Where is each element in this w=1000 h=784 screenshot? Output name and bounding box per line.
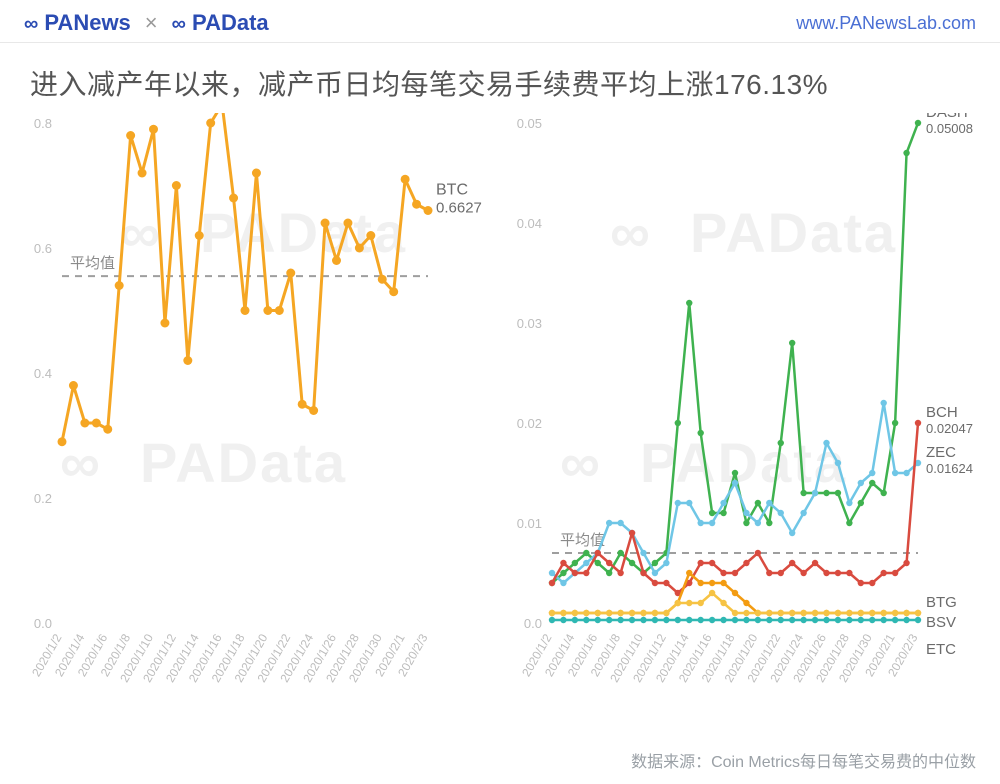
brand-separator: × [145, 10, 158, 36]
brand-panews: ∞ PANews [24, 10, 131, 36]
svg-text:BTC: BTC [436, 182, 468, 199]
svg-text:0.04: 0.04 [517, 216, 542, 231]
svg-text:0.0: 0.0 [34, 616, 52, 631]
brand-block: ∞ PANews × ∞ PAData [24, 10, 269, 36]
footer-source: 数据来源：Coin Metrics每日每笔交易费的中位数 [631, 748, 976, 772]
svg-text:0.01624: 0.01624 [926, 461, 973, 476]
svg-text:0.6: 0.6 [34, 241, 52, 256]
header: ∞ PANews × ∞ PAData www.PANewsLab.com [0, 0, 1000, 43]
svg-text:BTG: BTG [926, 594, 957, 611]
svg-text:平均值: 平均值 [560, 532, 605, 549]
svg-text:0.01: 0.01 [517, 516, 542, 531]
svg-text:0.0: 0.0 [524, 616, 542, 631]
svg-text:0.05008: 0.05008 [926, 121, 973, 136]
svg-text:0.03: 0.03 [517, 316, 542, 331]
svg-text:BSV: BSV [926, 614, 956, 631]
svg-text:ETC: ETC [926, 641, 956, 658]
svg-text:0.8: 0.8 [34, 116, 52, 131]
svg-text:DASH: DASH [926, 113, 968, 121]
left-chart: 0.00.20.40.60.8平均值2020/1/22020/1/42020/1… [10, 113, 500, 738]
svg-text:0.2: 0.2 [34, 491, 52, 506]
charts-row: 0.00.20.40.60.8平均值2020/1/22020/1/42020/1… [0, 113, 1000, 738]
svg-text:0.05: 0.05 [517, 116, 542, 131]
svg-text:0.02047: 0.02047 [926, 421, 973, 436]
svg-text:0.6627: 0.6627 [436, 200, 482, 217]
svg-text:平均值: 平均值 [70, 255, 115, 272]
svg-text:ZEC: ZEC [926, 444, 956, 461]
chart-title: 进入减产年以来，减产币日均每笔交易手续费平均上涨176.13% [0, 43, 1000, 113]
left-chart-svg: 0.00.20.40.60.8平均值2020/1/22020/1/42020/1… [10, 113, 500, 733]
infinity-icon: ∞ [24, 13, 38, 35]
header-url: www.PANewsLab.com [796, 13, 976, 34]
infinity-icon: ∞ [172, 13, 186, 35]
right-chart: 0.00.010.020.030.040.05平均值2020/1/22020/1… [500, 113, 990, 738]
svg-text:0.02: 0.02 [517, 416, 542, 431]
brand-padata: ∞ PAData [172, 10, 269, 36]
svg-text:0.4: 0.4 [34, 366, 52, 381]
right-chart-svg: 0.00.010.020.030.040.05平均值2020/1/22020/1… [500, 113, 990, 733]
svg-text:BCH: BCH [926, 404, 958, 421]
